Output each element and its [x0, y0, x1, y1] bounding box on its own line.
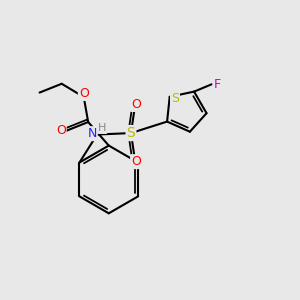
Text: S: S — [127, 126, 135, 140]
Text: O: O — [56, 124, 66, 137]
Text: O: O — [131, 98, 141, 111]
Text: O: O — [131, 155, 141, 168]
Text: H: H — [98, 123, 106, 133]
Text: F: F — [214, 78, 220, 91]
Text: O: O — [79, 87, 89, 100]
Text: N: N — [87, 127, 97, 140]
Text: S: S — [171, 92, 179, 105]
